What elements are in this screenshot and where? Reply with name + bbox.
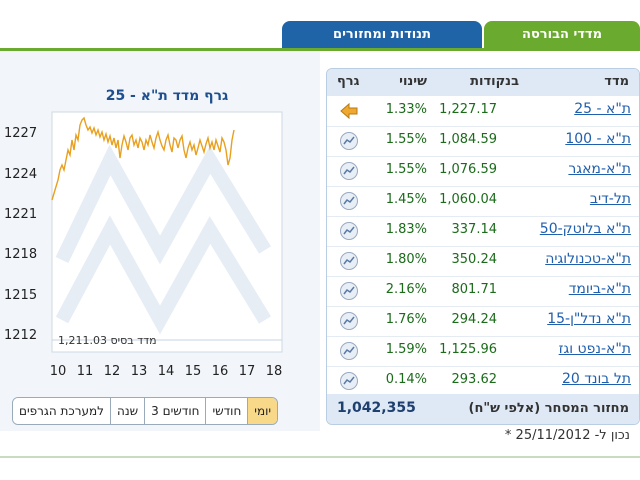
x-tick: 13 [130, 364, 148, 379]
update-date-note: * נכון ל- 25/11/2012 [504, 428, 630, 443]
chart-icon[interactable] [339, 281, 359, 301]
chart-icon[interactable] [339, 161, 359, 181]
period-monthly-button[interactable]: חודשי [205, 398, 248, 424]
header-points: בנקודות [470, 74, 519, 89]
table-row: ת"א בלוטק-50 337.14 1.83% [327, 216, 639, 247]
index-points: 1,084.59 [439, 132, 497, 147]
table-row: ת"א-מאגר 1,076.59 1.55% [327, 156, 639, 187]
table-row: ת"א נדל"ן-15 294.24 1.76% [327, 306, 639, 337]
header-index: מדד [604, 74, 629, 89]
y-tick: 1218 [4, 247, 38, 262]
graphs-system-link[interactable]: למערכת הגרפים [13, 398, 111, 424]
x-tick: 12 [103, 364, 121, 379]
y-tick: 1221 [4, 207, 38, 222]
index-change: 1.59% [385, 342, 427, 357]
chart-icon[interactable] [339, 311, 359, 331]
index-link[interactable]: תל בונד 20 [561, 371, 631, 387]
index-link[interactable]: ת"א-טכנולוגיה [545, 251, 631, 267]
index-change: 1.83% [385, 222, 427, 237]
x-tick: 16 [211, 364, 229, 379]
index-link[interactable]: ת"א בלוטק-50 [539, 221, 631, 237]
index-link[interactable]: תל-דיב [589, 191, 631, 207]
x-tick: 15 [184, 364, 202, 379]
index-change: 1.80% [385, 252, 427, 267]
y-tick: 1215 [4, 288, 38, 303]
index-change: 0.14% [385, 372, 427, 387]
header-change: שינוי [399, 74, 427, 89]
index-points: 294.24 [451, 312, 498, 327]
period-selector: יומי חודשי 3 חודשים שנה למערכת הגרפים [12, 397, 279, 425]
table-header: מדד בנקודות שינוי גרף [327, 69, 639, 96]
index-change: 1.55% [385, 132, 427, 147]
index-change: 1.55% [385, 162, 427, 177]
chart-icon[interactable] [339, 341, 359, 361]
indices-table: מדד בנקודות שינוי גרף ת"א - 25 1,227.17 … [326, 68, 640, 425]
y-tick: 1224 [4, 167, 38, 182]
index-link[interactable]: ת"א-נפט וגז [558, 341, 631, 357]
chart-icon[interactable] [339, 251, 359, 271]
base-index-label: מדד בסיס 1,211.03 [58, 334, 157, 347]
trading-volume-value: 1,042,355 [337, 400, 416, 416]
index-change: 2.16% [385, 282, 427, 297]
period-year-button[interactable]: שנה [110, 398, 145, 424]
x-tick: 11 [76, 364, 94, 379]
chart-icon[interactable] [339, 131, 359, 151]
chart-icon[interactable] [339, 191, 359, 211]
index-link[interactable]: ת"א - 25 [574, 101, 631, 117]
table-row: ת"א - 25 1,227.17 1.33% [327, 96, 639, 127]
period-daily-button[interactable]: יומי [247, 398, 278, 424]
table-row: ת"א-טכנולוגיה 350.24 1.80% [327, 246, 639, 277]
bottom-divider [0, 456, 640, 458]
index-link[interactable]: ת"א - 100 [565, 131, 631, 147]
x-tick: 18 [265, 364, 283, 379]
index-points: 1,125.96 [439, 342, 497, 357]
table-row: תל בונד 20 293.62 0.14% [327, 366, 639, 397]
index-link[interactable]: ת"א נדל"ן-15 [547, 311, 631, 327]
index-points: 1,076.59 [439, 162, 497, 177]
table-row: תל-דיב 1,060.04 1.45% [327, 186, 639, 217]
index-points: 1,227.17 [439, 102, 497, 117]
header-graph: גרף [337, 74, 360, 89]
graph-title: גרף מדד ת"א - 25 [105, 88, 229, 104]
arrow-left-icon[interactable] [339, 101, 359, 121]
index-change: 1.76% [385, 312, 427, 327]
index-points: 1,060.04 [439, 192, 497, 207]
table-row: ת"א - 100 1,084.59 1.55% [327, 126, 639, 157]
chart-icon[interactable] [339, 221, 359, 241]
table-row: ת"א-נפט וגז 1,125.96 1.59% [327, 336, 639, 367]
index-points: 337.14 [451, 222, 498, 237]
index-change: 1.45% [385, 192, 427, 207]
table-row: ת"א-ביומד 801.71 2.16% [327, 276, 639, 307]
y-tick: 1212 [4, 328, 38, 343]
index-change: 1.33% [385, 102, 427, 117]
index-points: 350.24 [451, 252, 498, 267]
trading-volume-footer: מחזור המסחר (אלפי ש"ח) 1,042,355 [327, 394, 639, 424]
index-points: 801.71 [451, 282, 498, 297]
trading-volume-label: מחזור המסחר (אלפי ש"ח) [468, 401, 630, 416]
chart-icon[interactable] [339, 371, 359, 391]
tabbar-divider [0, 48, 640, 51]
period-3months-button[interactable]: 3 חודשים [144, 398, 206, 424]
y-tick: 1227 [4, 126, 38, 141]
x-tick: 10 [49, 364, 67, 379]
graph-line [51, 116, 235, 201]
x-tick: 14 [157, 364, 175, 379]
tab-indices[interactable]: מדדי הבורסה [484, 21, 640, 48]
index-link[interactable]: ת"א-ביומד [568, 281, 631, 297]
index-link[interactable]: ת"א-מאגר [568, 161, 631, 177]
index-points: 293.62 [451, 372, 498, 387]
x-tick: 17 [238, 364, 256, 379]
index-graph [51, 111, 283, 353]
tab-moves-volumes[interactable]: תנודות ומחזורים [282, 21, 482, 48]
